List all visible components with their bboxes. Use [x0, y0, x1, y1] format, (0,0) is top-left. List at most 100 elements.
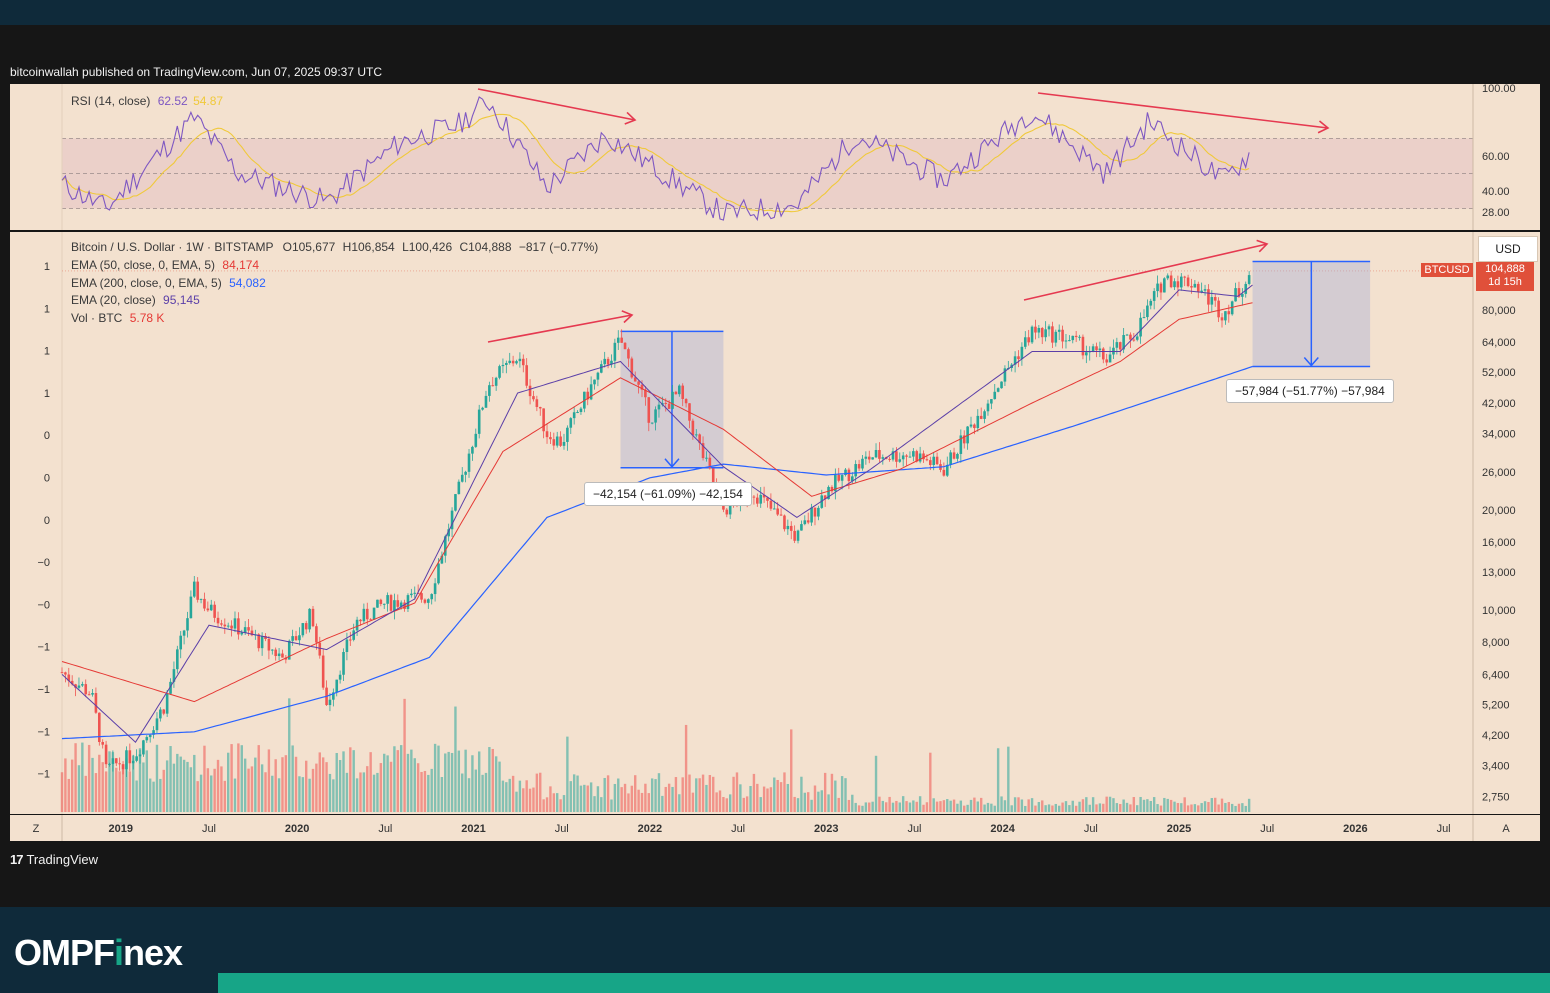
tradingview-brand[interactable]: 17 TradingView [10, 852, 98, 867]
candle-body [796, 530, 800, 541]
volume-bar [1024, 805, 1027, 812]
volume-legend[interactable]: Vol · BTC 5.78 K [71, 311, 164, 325]
volume-bar [756, 783, 759, 812]
candle-body [545, 431, 549, 438]
volume-bar [1003, 800, 1007, 812]
price-tick-label: 6,400 [1482, 669, 1510, 681]
volume-bar [182, 759, 186, 812]
volume-bar [281, 757, 284, 812]
candle-body [189, 596, 193, 619]
candle-body [1166, 275, 1170, 279]
brand-post: nex [123, 932, 183, 973]
time-axis[interactable]: 2019 Jul 2020 Jul 2021 Jul 2022 Jul 2023 Jul 2024 J… [10, 815, 1540, 841]
candle-body [332, 692, 335, 700]
measure-annotation-2022[interactable]: −42,154 (−61.09%) −42,154 [584, 482, 752, 506]
candle-body [365, 608, 369, 620]
volume-bar [969, 799, 973, 812]
candle-body [250, 630, 254, 636]
candle-body [1183, 276, 1186, 278]
rsi-tick-label: 28.00 [1482, 207, 1510, 219]
left-scale-label: −1 [37, 726, 50, 738]
rsi-legend[interactable]: RSI (14, close) 62.52 54.87 [71, 94, 223, 108]
volume-bar [1102, 803, 1105, 812]
volume-bar [1234, 805, 1237, 812]
candle-body [413, 592, 417, 594]
volume-bar [376, 772, 379, 812]
volume-bar [1044, 805, 1047, 812]
rsi-chart[interactable]: 100.00 60.00 40.00 28.00 [10, 84, 1540, 230]
volume-bar [539, 772, 542, 812]
candle-body [586, 391, 590, 400]
rsi-panel[interactable]: 100.00 60.00 40.00 28.00 RSI (14, close) 62… [10, 84, 1540, 230]
zoom-button[interactable]: Z [33, 823, 40, 835]
volume-bar [1142, 799, 1146, 812]
measure-annotation-2025[interactable]: −57,984 (−51.77%) −57,984 [1226, 379, 1394, 403]
candle-body [393, 600, 396, 611]
candle-body [942, 469, 946, 476]
volume-bar [701, 774, 705, 812]
volume-bar [623, 783, 627, 812]
volume-bar [830, 773, 834, 812]
candle-body [847, 469, 851, 482]
time-axis-label: Jul [202, 823, 216, 835]
volume-bar [223, 780, 227, 812]
ema200-legend[interactable]: EMA (200, close, 0, EMA, 5) 54,082 [71, 276, 266, 290]
candle-body [1081, 336, 1085, 356]
candle-body [1196, 283, 1200, 292]
volume-bar [271, 775, 274, 812]
candle-body [918, 453, 922, 462]
currency-button[interactable]: USD [1478, 236, 1538, 262]
candle-body [111, 758, 115, 764]
rsi-line [61, 96, 1250, 222]
rsi-tick-label: 60.00 [1482, 151, 1510, 163]
volume-bar [583, 784, 586, 812]
volume-value: 5.78 K [129, 311, 165, 325]
time-axis-svg[interactable]: 2019 Jul 2020 Jul 2021 Jul 2022 Jul 2023 Jul 2024 J… [10, 815, 1540, 841]
volume-bar [240, 745, 243, 812]
candle-body [138, 754, 142, 757]
volume-bar [135, 780, 138, 812]
volume-bar [474, 769, 478, 812]
volume-bar [433, 743, 437, 812]
volume-bar [491, 748, 494, 812]
volume-bar [145, 750, 148, 812]
volume-bar [864, 802, 868, 812]
symbol-legend[interactable]: Bitcoin / U.S. Dollar · 1W · BITSTAMP O1… [71, 240, 598, 254]
candle-body [925, 459, 929, 461]
candle-body [1061, 329, 1064, 342]
price-panel[interactable]: 2,750 3,400 4,200 5,200 6,400 8,000 10,000 13,0… [10, 232, 1540, 814]
candle-body [542, 408, 545, 432]
candle-body [1030, 326, 1034, 343]
price-tick-label: 16,000 [1482, 537, 1516, 549]
candle-body [165, 693, 169, 714]
volume-bar [1027, 799, 1030, 812]
volume-bar [834, 780, 837, 812]
ema50-legend[interactable]: EMA (50, close, 0, EMA, 5) 84,174 [71, 258, 259, 272]
candle-body [817, 507, 820, 517]
candle-body [1074, 335, 1078, 338]
auto-scale-button[interactable]: A [1502, 823, 1510, 835]
candle-body [1003, 368, 1007, 382]
rsi-tick-label: 100.00 [1482, 84, 1516, 95]
volume-bar [762, 786, 766, 812]
volume-bar [986, 802, 990, 812]
volume-bar [413, 758, 416, 812]
volume-bar [267, 749, 271, 812]
candle-body [1227, 311, 1231, 315]
candle-body [1091, 346, 1095, 352]
volume-bar [305, 760, 308, 812]
volume-bar [813, 785, 817, 812]
ema200-value: 54,082 [229, 276, 266, 290]
ema20-legend[interactable]: EMA (20, close) 95,145 [71, 293, 200, 307]
candle-body [182, 630, 186, 636]
volume-bar [230, 744, 233, 812]
candle-body [176, 649, 179, 670]
candle-body [304, 623, 308, 630]
price-chart[interactable]: 2,750 3,400 4,200 5,200 6,400 8,000 10,000 13,0… [10, 232, 1540, 814]
candle-body [433, 583, 437, 595]
volume-bar [162, 769, 165, 812]
candle-body [1071, 335, 1075, 341]
omp-finex-logo[interactable]: OMPFinex [14, 932, 183, 974]
candle-body [440, 555, 444, 564]
candle-body [199, 598, 203, 600]
